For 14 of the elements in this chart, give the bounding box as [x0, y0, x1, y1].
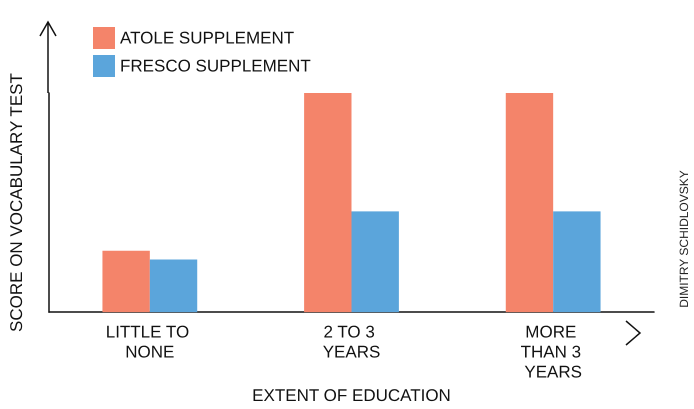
y-axis-title: SCORE ON VOCABULARY TEST — [7, 73, 26, 332]
text: DIMITRY SCHIDLOVSKY — [677, 170, 691, 308]
bar — [150, 260, 198, 312]
bar — [352, 211, 399, 312]
legend-label: FRESCO SUPPLEMENT — [120, 56, 311, 76]
x-tick-label: MORE THAN 3 YEARS — [520, 322, 586, 382]
x-tick-label: LITTLE TO NONE — [106, 322, 194, 362]
bar — [553, 211, 601, 312]
x-tick-label: 2 TO 3 YEARS — [322, 322, 380, 362]
bar — [304, 93, 352, 312]
bar — [102, 250, 150, 312]
x-axis-title: EXTENT OF EDUCATION — [252, 386, 451, 405]
legend-label: ATOLE SUPPLEMENT — [120, 28, 294, 48]
bar — [506, 93, 554, 312]
